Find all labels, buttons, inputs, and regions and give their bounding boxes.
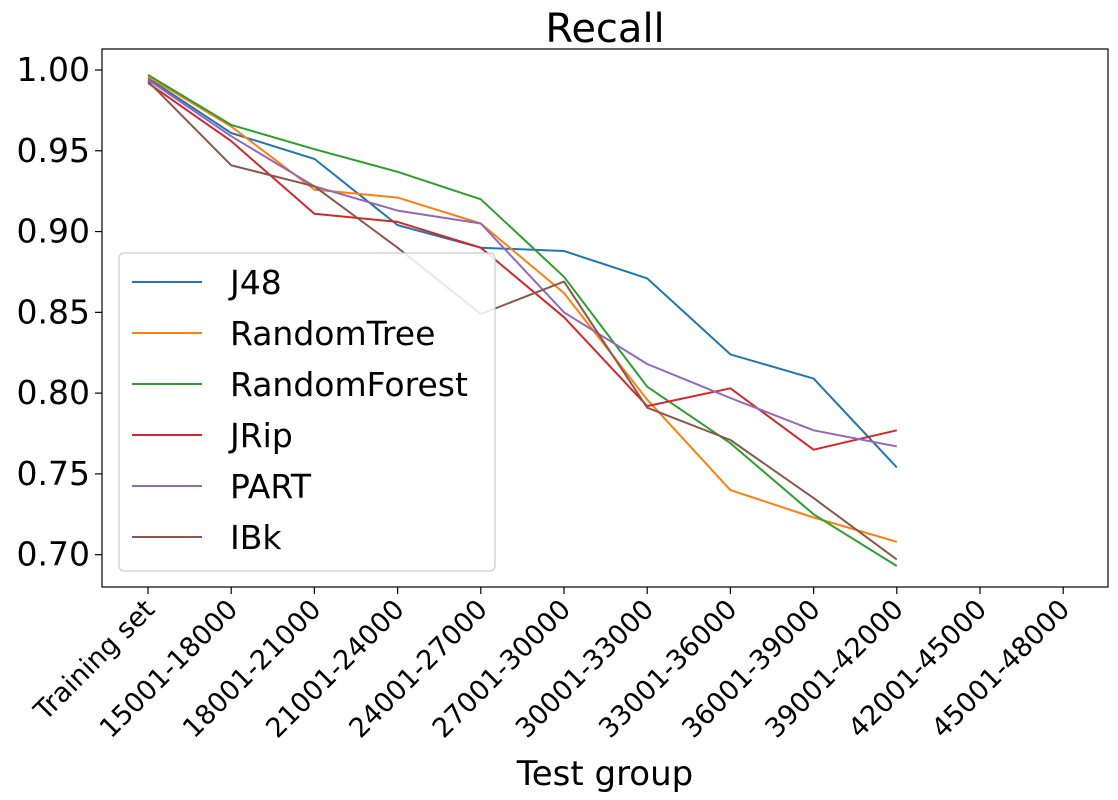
series-line-j48 (147, 77, 898, 469)
legend-entry: J48 (228, 263, 282, 302)
legend-entry: IBk (230, 518, 282, 557)
series-line-randomforest (147, 73, 898, 567)
series-line-jrip (147, 82, 898, 451)
x-axis-label: Test group (516, 754, 694, 794)
chart-title: Recall (545, 6, 664, 52)
y-tick-label: 0.85 (17, 292, 90, 331)
series-line-part (147, 78, 897, 448)
legend-entry: PART (230, 467, 312, 506)
legend-box (118, 252, 496, 572)
y-tick-label: 1.00 (17, 50, 90, 89)
legend-entry: RandomTree (230, 314, 435, 353)
y-tick-label: 0.95 (17, 131, 90, 170)
plot-frame (101, 48, 1109, 588)
legend: J48 RandomTree RandomForest JRip PART IBk (118, 252, 496, 572)
series-line-ibk (147, 80, 898, 561)
series-line-randomtree (147, 75, 898, 543)
legend-entry: JRip (228, 416, 293, 455)
legend-entry: RandomForest (230, 365, 468, 404)
y-tick-label: 0.75 (17, 454, 90, 493)
y-tick-label: 0.80 (17, 373, 90, 412)
y-tick-label: 0.90 (17, 212, 90, 251)
y-tick-label: 0.70 (17, 535, 90, 574)
